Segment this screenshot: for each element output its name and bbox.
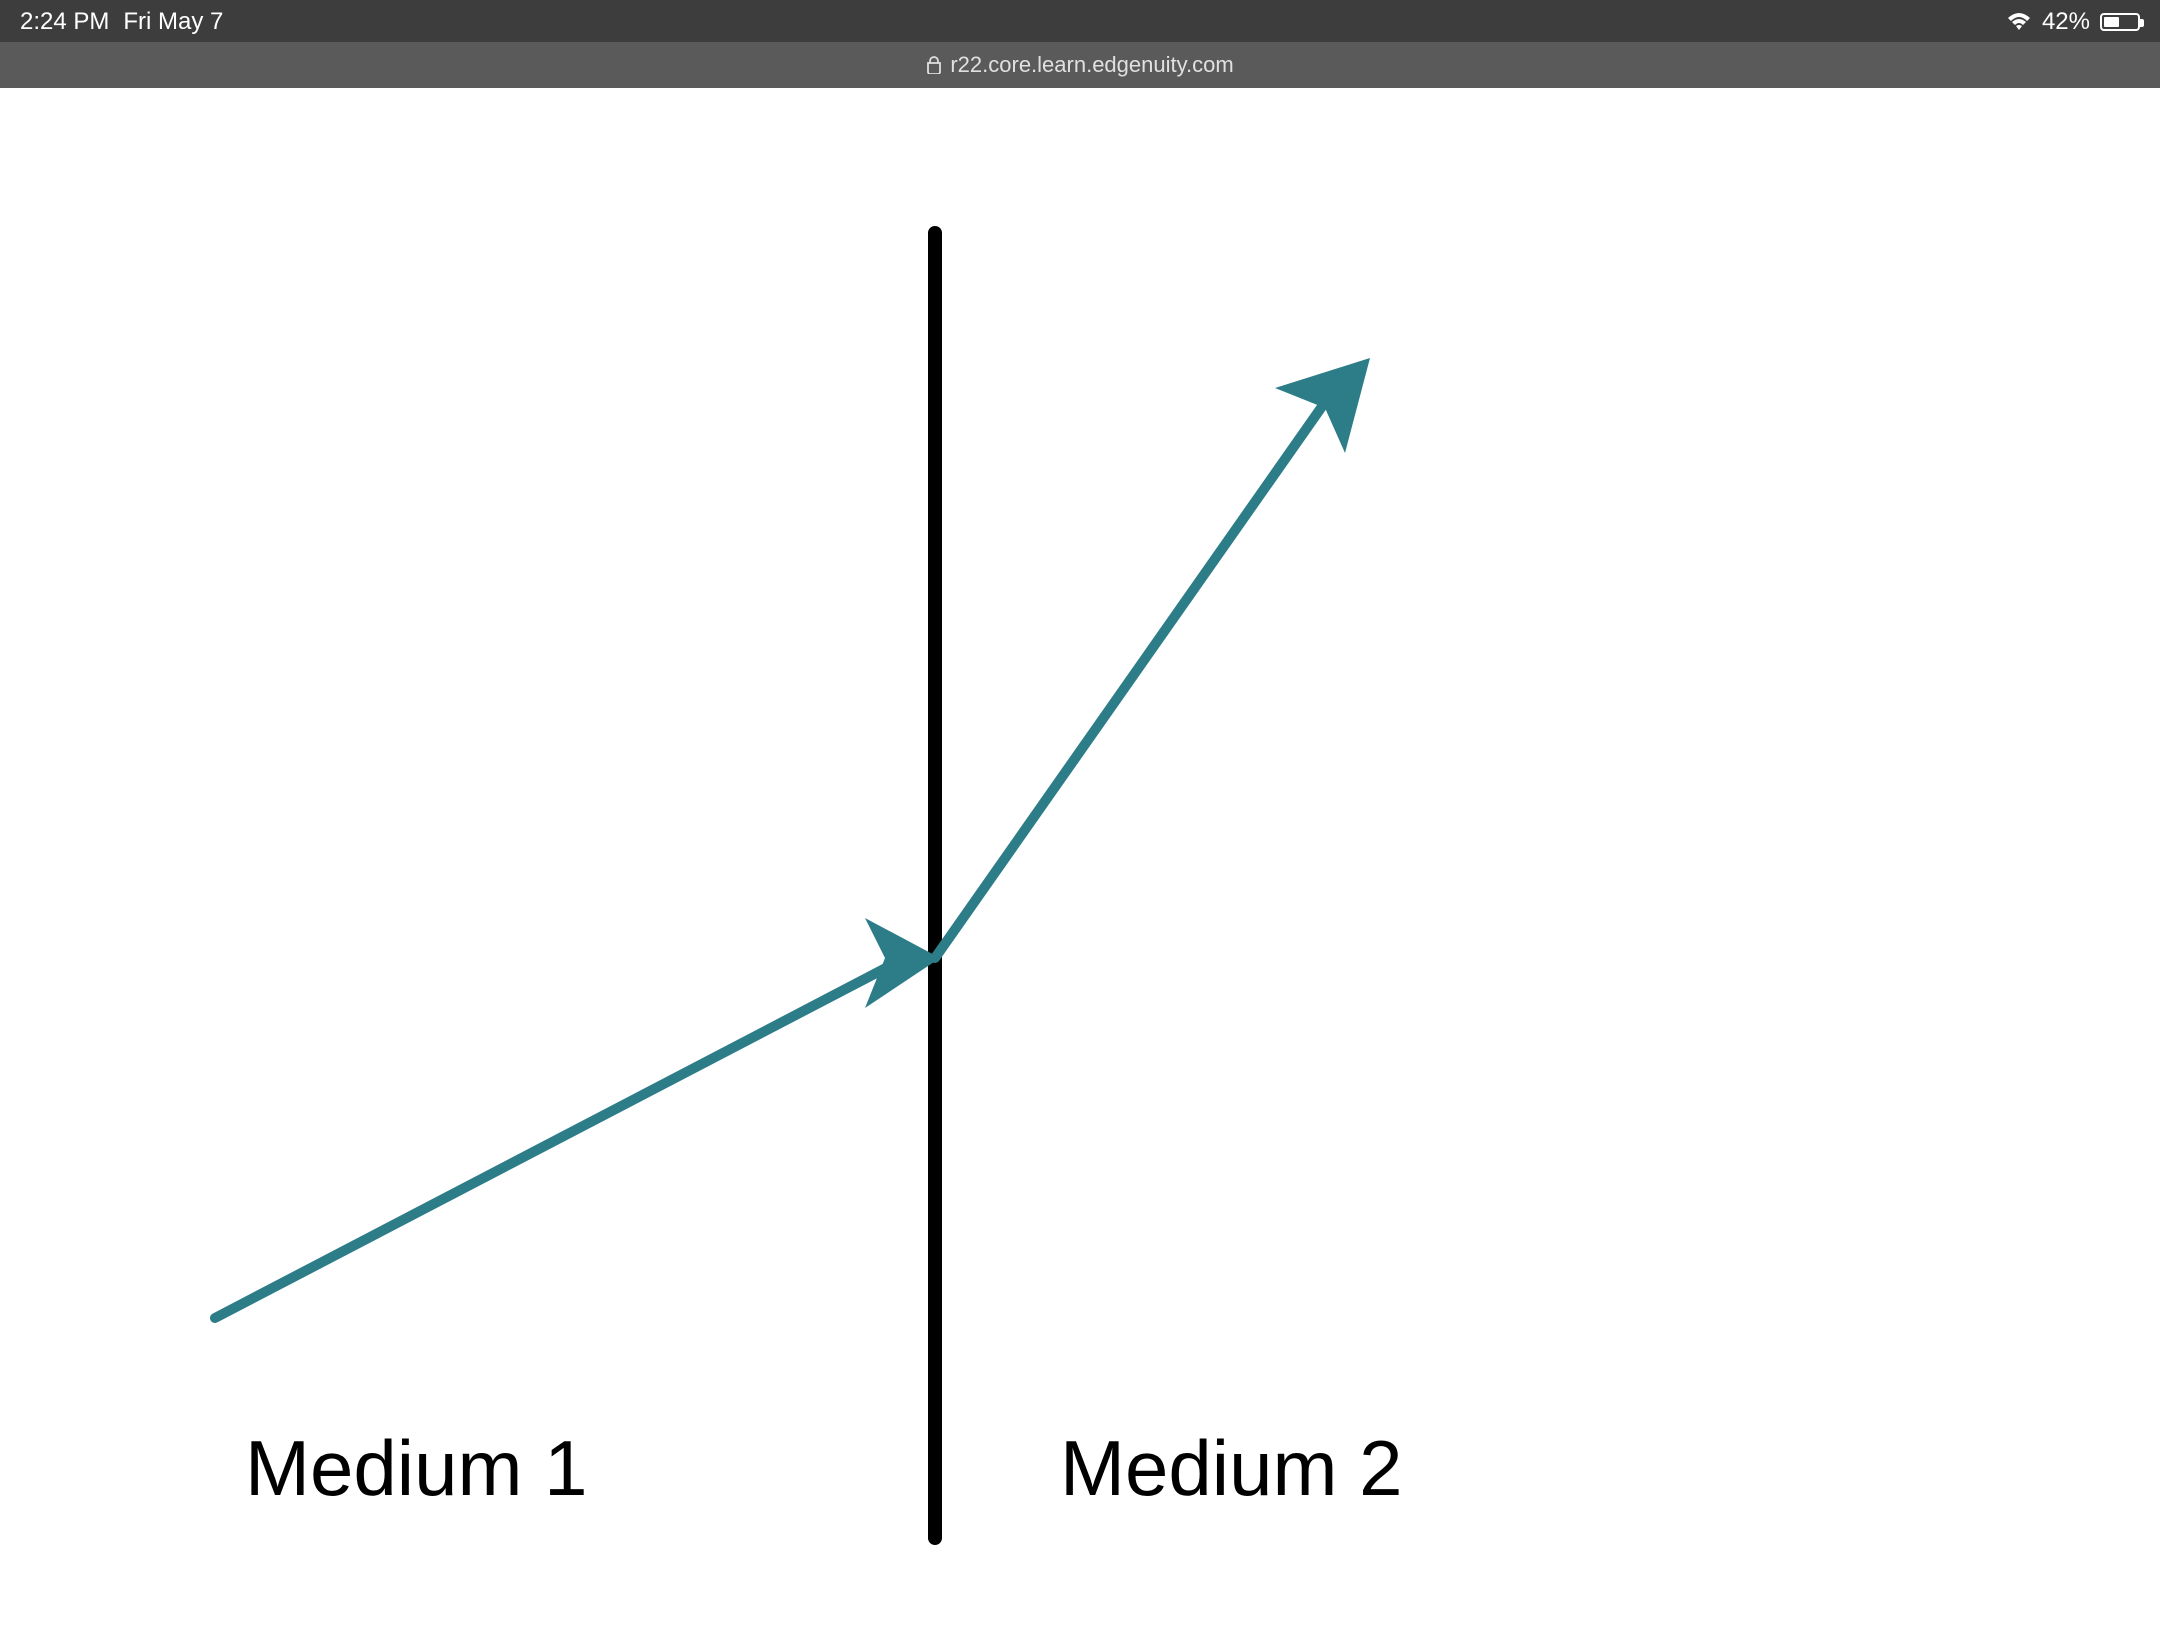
status-time: 2:24 PM <box>20 8 109 36</box>
label-medium-1: Medium 1 <box>245 1423 587 1514</box>
url-text: r22.core.learn.edgenuity.com <box>950 52 1233 78</box>
status-bar: 2:24 PM Fri May 7 42% <box>0 0 2160 42</box>
wifi-icon <box>2006 12 2032 32</box>
incident-ray <box>215 958 905 1318</box>
label-medium-2: Medium 2 <box>1060 1423 1402 1514</box>
diagram-container: Medium 1 Medium 2 <box>0 88 2160 1628</box>
url-bar[interactable]: r22.core.learn.edgenuity.com <box>0 42 2160 88</box>
refracted-arrowhead <box>1275 358 1370 453</box>
status-date: Fri May 7 <box>123 8 223 36</box>
battery-icon <box>2100 13 2140 31</box>
refracted-ray <box>935 388 1335 958</box>
battery-percent: 42% <box>2042 8 2090 36</box>
refraction-diagram <box>0 88 2160 1628</box>
status-left: 2:24 PM Fri May 7 <box>20 8 223 36</box>
status-right: 42% <box>2006 8 2140 36</box>
lock-icon <box>926 56 942 74</box>
battery-fill <box>2104 17 2119 27</box>
